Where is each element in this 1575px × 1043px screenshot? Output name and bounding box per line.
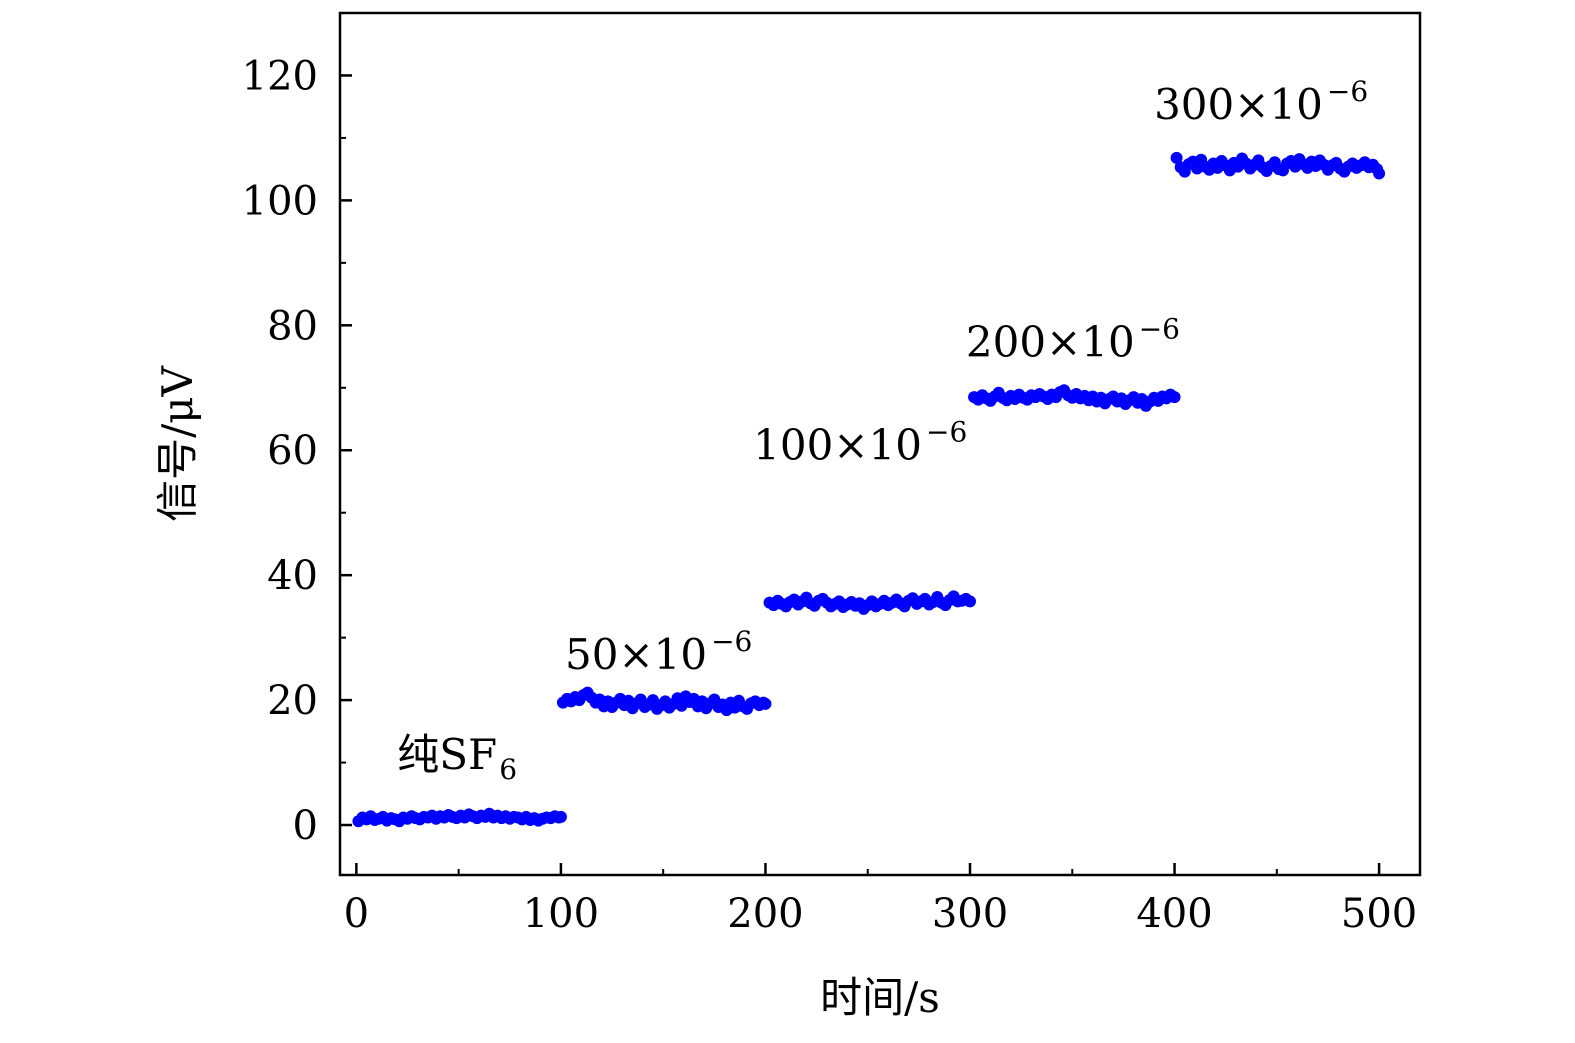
data-point	[1170, 151, 1183, 164]
y-tick-label: 120	[242, 53, 318, 99]
data-point	[1168, 391, 1181, 404]
data-point	[1373, 167, 1386, 180]
data-point	[964, 595, 976, 608]
x-tick-label: 200	[727, 891, 803, 937]
y-tick-label: 40	[267, 553, 318, 599]
x-tick-label: 0	[344, 891, 369, 937]
data-point	[554, 810, 567, 823]
x-tick-label: 300	[932, 891, 1008, 937]
plot-frame	[338, 11, 1422, 877]
data-points	[352, 151, 1386, 828]
axis-ticks	[340, 74, 1381, 875]
concentration-annotation: 50×10 −6	[565, 625, 752, 679]
y-tick-label: 20	[267, 678, 318, 724]
y-axis-title: 信号/μV	[153, 365, 202, 521]
x-tick-label: 400	[1136, 891, 1212, 937]
concentration-annotation: 300×10 −6	[1154, 75, 1368, 129]
y-tick-label: 80	[267, 303, 318, 349]
concentration-annotation: 100×10 −6	[753, 416, 967, 470]
y-tick-label: 100	[242, 178, 318, 224]
concentration-annotation: 纯SF6	[397, 730, 517, 786]
annotations: 纯SF6 50×10 −6 100×10 −6 200×10 −6 300×10 −6	[397, 75, 1368, 786]
y-tick-label: 0	[293, 803, 318, 849]
concentration-annotation: 200×10 −6	[966, 313, 1180, 367]
x-tick-label: 500	[1341, 891, 1417, 937]
data-point	[759, 697, 772, 710]
tick-labels: 0 100 200 300 400 500 0 20 40 60 80 100 120	[242, 53, 1418, 937]
y-tick-label: 60	[267, 428, 318, 474]
x-tick-label: 100	[523, 891, 599, 937]
x-axis-title: 时间/s	[820, 973, 940, 1022]
